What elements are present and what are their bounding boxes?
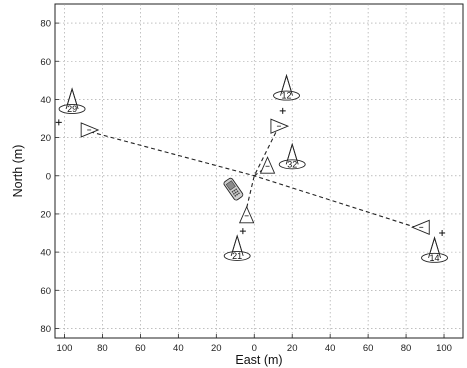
cone-base	[273, 90, 300, 101]
triangle-markers	[80, 118, 430, 235]
x-tick-label: 60	[135, 343, 146, 354]
x-tick-label: 40	[173, 343, 184, 354]
y-tick-label: 80	[40, 324, 51, 335]
cone-marker: 21	[223, 234, 251, 261]
y-tick-label: 60	[40, 57, 51, 68]
phone-icon	[223, 177, 244, 201]
cone-marker: 32	[278, 142, 306, 170]
y-tick-label: 20	[40, 133, 51, 144]
cone-marker: 29	[58, 87, 86, 114]
x-tick-label: 80	[97, 343, 108, 354]
plus-markers	[55, 107, 446, 237]
axis-ticks: 100 80 60 40 20 0 20 40 60 80 100 80 60 40 20 0 20 40 60 80	[40, 19, 452, 354]
grid-lines	[55, 4, 463, 338]
dashed-bearing-lines	[83, 125, 416, 228]
phone-key	[234, 191, 237, 194]
x-tick-label: 100	[57, 343, 73, 354]
cone-base	[278, 159, 306, 170]
x-tick-label: 100	[436, 343, 452, 354]
cone-label: 14	[430, 253, 440, 263]
cone-outline	[230, 234, 244, 257]
dashed-line	[253, 165, 268, 177]
x-tick-label: 20	[211, 343, 222, 354]
plus-marker	[279, 107, 286, 114]
plus-marker	[439, 230, 446, 237]
phone-body	[223, 177, 244, 201]
plus-marker	[239, 228, 246, 235]
y-axis-label: North (m)	[11, 145, 25, 198]
cone-label: 32	[287, 159, 297, 169]
plus-marker	[55, 119, 62, 126]
x-axis-label: East (m)	[235, 353, 282, 367]
phone-key	[235, 188, 238, 191]
phone-key	[237, 192, 240, 195]
cone-markers: 29 12 32 21 14	[58, 74, 448, 263]
cone-outline	[428, 236, 441, 258]
y-tick-label: 0	[46, 171, 51, 182]
y-tick-label: 40	[40, 95, 51, 106]
cone-outline	[285, 142, 299, 165]
cone-outline	[65, 87, 79, 110]
phone-key	[232, 192, 235, 195]
x-tick-label: 60	[363, 343, 374, 354]
phone-key	[231, 190, 234, 193]
cone-base	[223, 250, 251, 261]
cone-base	[421, 252, 448, 263]
cone-marker: 14	[421, 236, 448, 263]
phone-key	[236, 193, 239, 196]
cone-label: 21	[232, 251, 242, 261]
y-tick-label: 80	[40, 19, 51, 30]
x-tick-label: 20	[287, 343, 298, 354]
y-tick-label: 40	[40, 248, 51, 259]
phone-screen	[225, 180, 236, 191]
x-tick-label: 80	[401, 343, 412, 354]
phone-key	[234, 194, 237, 197]
cone-label: 12	[282, 91, 292, 101]
x-tick-label: 40	[325, 343, 336, 354]
triangle-marker	[259, 156, 276, 174]
cone-label: 29	[67, 104, 77, 114]
cone-outline	[280, 74, 293, 96]
phone-key	[233, 189, 236, 192]
cone-base	[58, 104, 86, 114]
triangle-marker	[238, 205, 255, 224]
phone-key	[236, 190, 239, 193]
y-tick-label: 20	[40, 209, 51, 220]
x-tick-label: 0	[252, 343, 257, 354]
cone-marker: 12	[273, 74, 300, 101]
y-tick-label: 60	[40, 286, 51, 297]
plot-frame	[54, 3, 464, 339]
